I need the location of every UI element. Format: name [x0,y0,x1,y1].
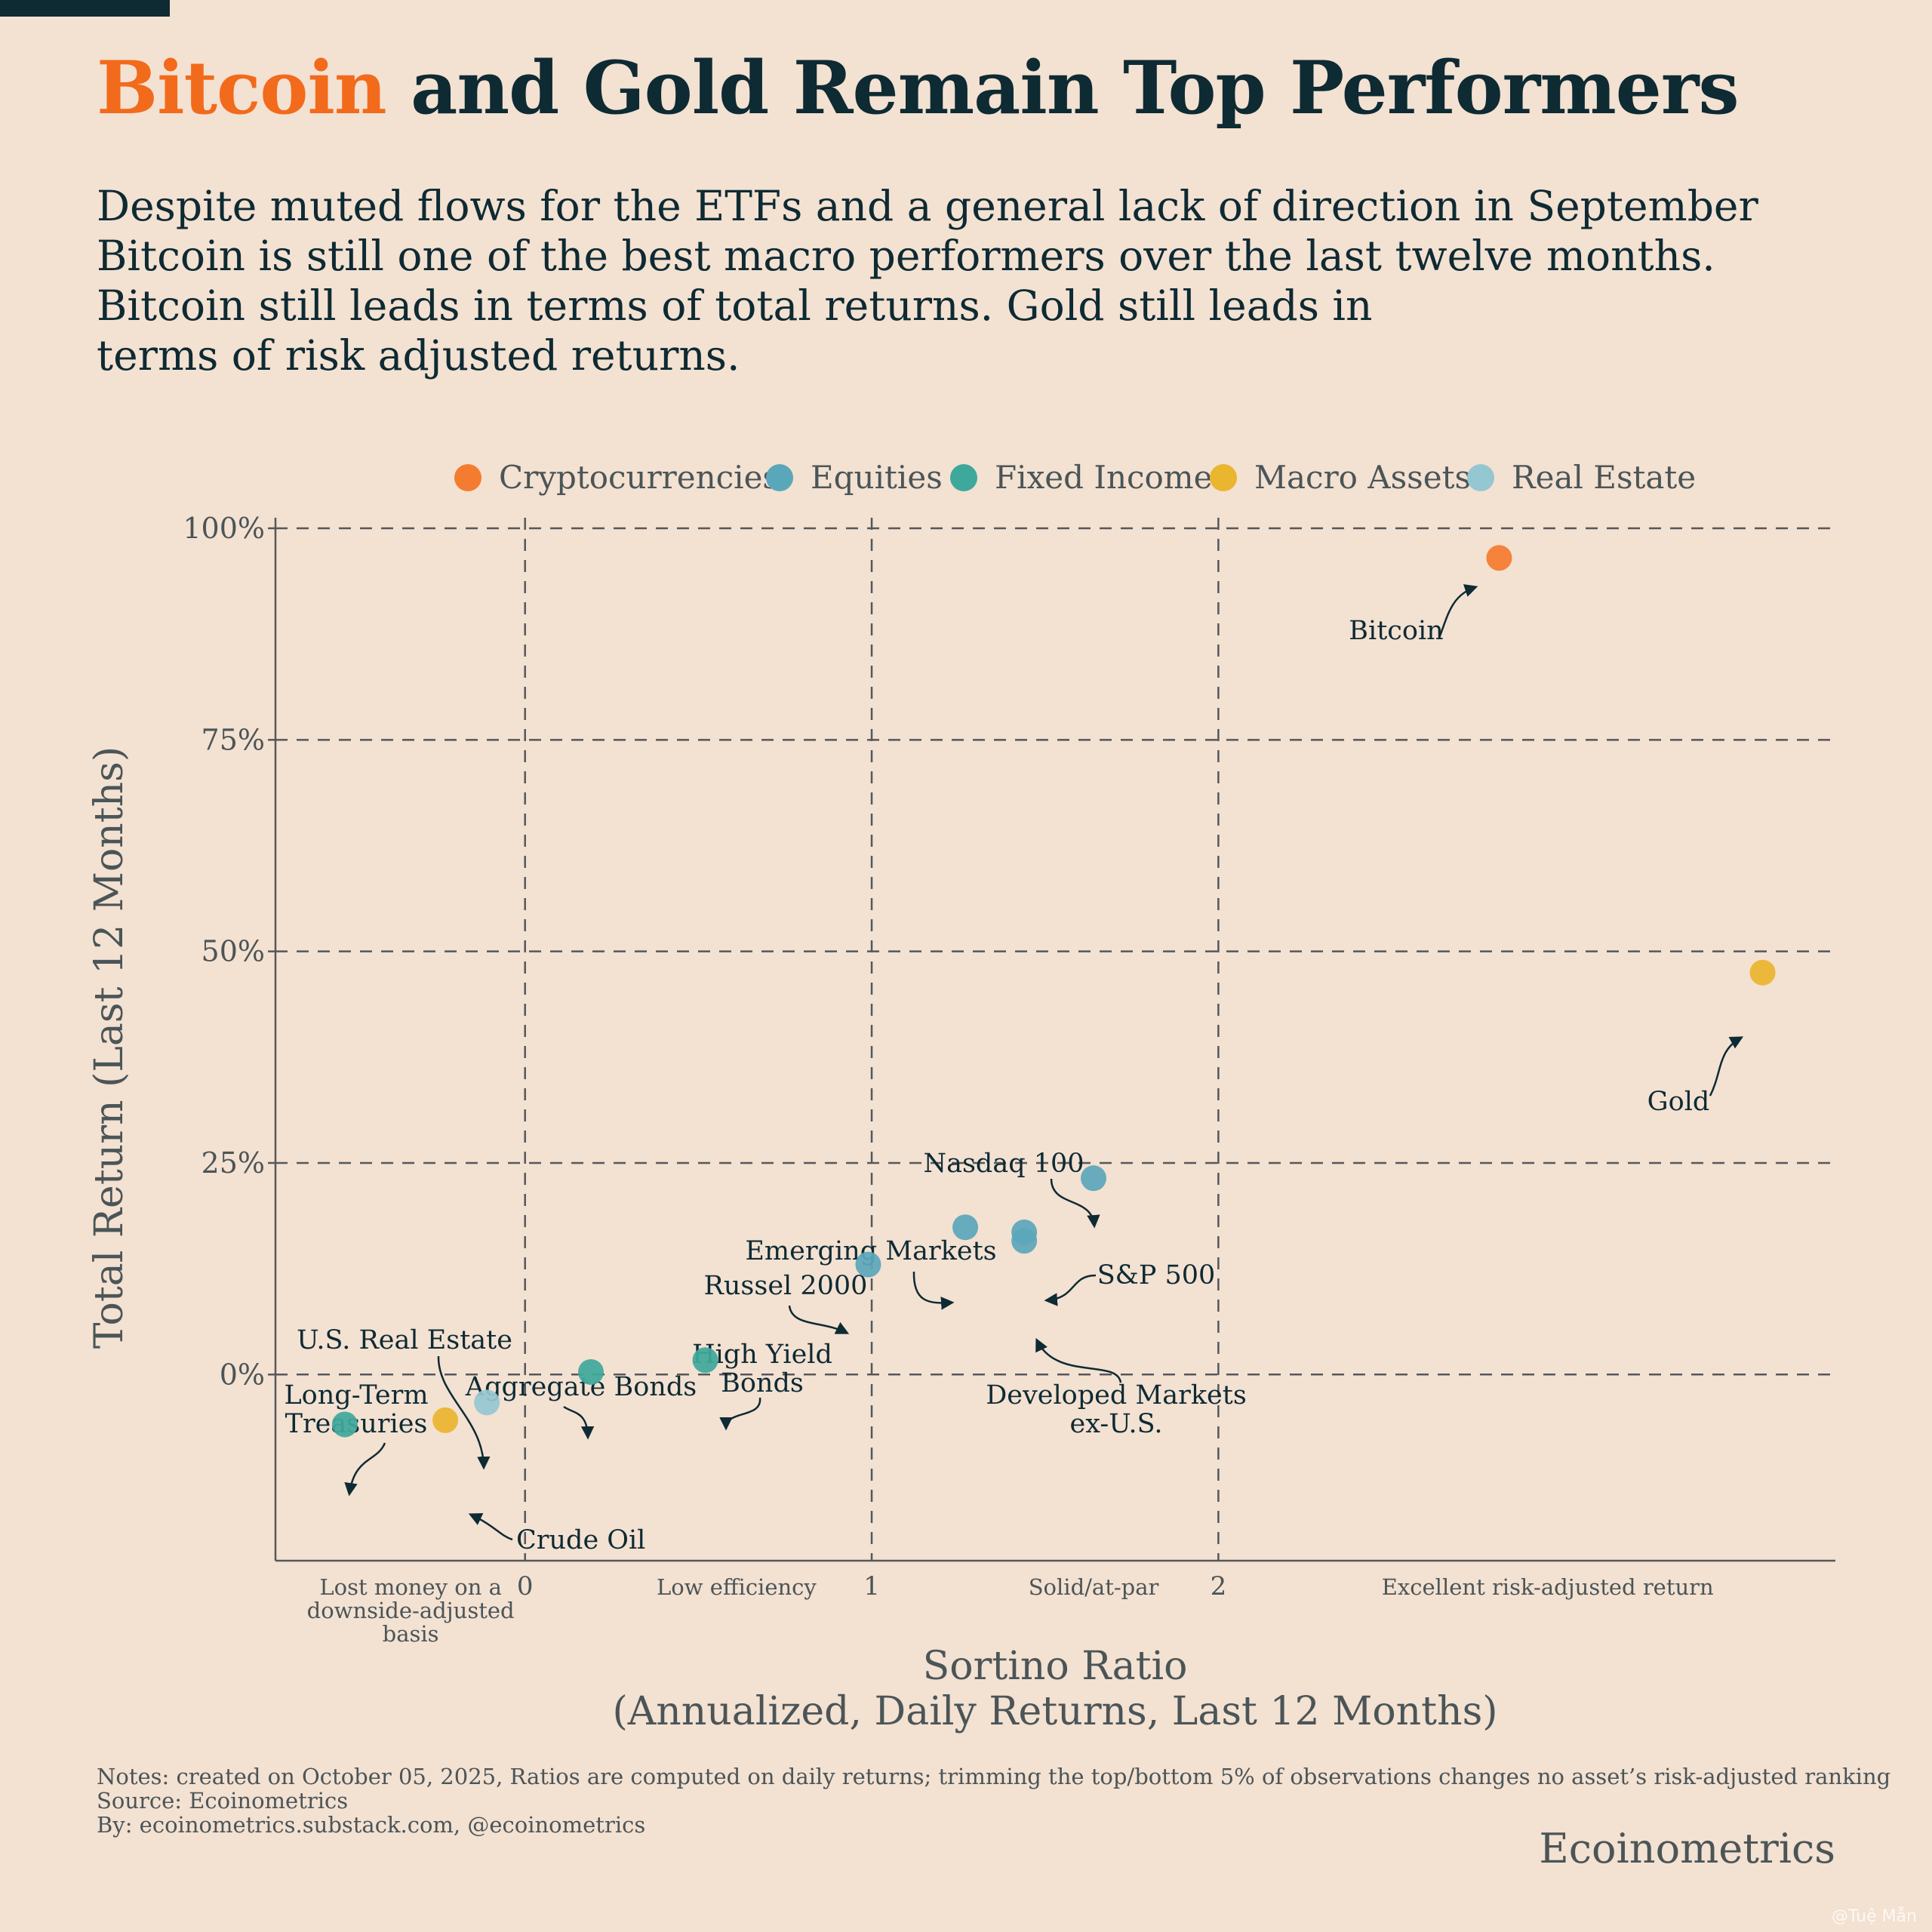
legend-label: Fixed Income [995,459,1212,496]
x-tick-label: 2 [1211,1571,1227,1601]
region-label: Low efficiency [657,1574,817,1600]
annotation-arrow [912,1271,955,1310]
annotation-arrow [1050,1178,1100,1229]
legend-marker [454,464,481,491]
point-developed-markets-ex-u-s [1011,1228,1038,1254]
annotation-arrow [437,1355,491,1470]
legend-marker [766,464,793,491]
point-gold [1749,959,1776,986]
notes-line: Notes: created on October 05, 2025, Rati… [97,1764,1891,1789]
region-label: Lost money on a downside-adjusted basis [307,1574,515,1647]
region-label: Solid/at-par [1029,1574,1159,1600]
annotation-label: Crude Oil [516,1525,645,1555]
y-tick-label: 75% [202,723,265,756]
point-nasdaq-100 [1081,1165,1107,1192]
footer-notes: Notes: created on October 05, 2025, Rati… [97,1764,1890,1837]
subtitle-line: Bitcoin is still one of the best macro p… [97,232,1715,280]
legend-item-cryptocurrencies: Cryptocurrencies [454,459,779,496]
y-tick-label: 25% [202,1146,265,1180]
y-tick-label: 50% [202,935,265,968]
annotation-gold: Gold [1647,1036,1744,1117]
grid-lines [275,518,1835,1561]
region-label: Excellent risk-adjusted return [1382,1574,1714,1600]
annotation-label: Bitcoin [1349,616,1443,646]
annotation-arrow [1035,1337,1122,1383]
annotation-arrow [1709,1036,1744,1097]
legend-label: Macro Assets [1254,459,1471,496]
page-title: Bitcoin and Gold Remain Top Performers [97,45,1739,131]
annotation-label: Russel 2000 [704,1271,868,1301]
x-tick-label: 1 [863,1571,880,1601]
annotation-label: Gold [1647,1087,1710,1117]
annotation-arrow [1044,1274,1097,1306]
annotation-label: U.S. Real Estate [297,1325,512,1355]
byline: By: ecoinometrics.substack.com, @ecoinom… [97,1812,646,1838]
annotation-arrow [719,1397,761,1431]
point-high-yield-bonds [692,1347,718,1374]
legend-label: Equities [811,459,943,496]
subtitle: Despite muted flows for the ETFs and a g… [97,181,1832,380]
point-russel-2000 [855,1251,881,1278]
annotation-arrow [563,1405,595,1440]
legend-marker [1467,464,1494,491]
brand-logo-text: Ecoinometrics [1539,1825,1835,1872]
annotation-label: Developed Markets ex-U.S. [986,1380,1247,1439]
subtitle-line: terms of risk adjusted returns. [97,331,740,380]
source-line: Source: Ecoinometrics [97,1788,349,1814]
y-tick-label: 0% [220,1358,265,1391]
y-tick-label: 100% [183,512,265,545]
point-crude-oil [432,1407,459,1433]
y-axis-title: Total Return (Last 12 Months) [87,746,132,1349]
watermark: @Tuệ Mẫn [1832,1907,1917,1926]
x-axis-title: Sortino Ratio (Annualized, Daily Returns,… [612,1644,1497,1734]
annotation-crude-oil: Crude Oil [468,1513,645,1555]
point-emerging-markets [952,1214,979,1241]
legend-item-fixed-income: Fixed Income [950,459,1212,496]
title-highlight: Bitcoin [97,45,387,131]
annotation-u-s-real-estate: U.S. Real Estate [297,1325,512,1470]
legend-item-equities: Equities [766,459,943,496]
legend: Cryptocurrencies Equities Fixed Income Macr… [454,459,1696,496]
annotation-s-p-500: S&P 500 [1044,1260,1216,1306]
annotation-nasdaq-100: Nasdaq 100 [923,1149,1100,1229]
legend-label: Real Estate [1512,459,1696,496]
title-rest: and Gold Remain Top Performers [386,45,1739,131]
annotation-label: S&P 500 [1097,1260,1216,1291]
annotation-russel-2000: Russel 2000 [704,1271,868,1334]
top-accent-bar [0,0,170,17]
annotation-arrow [468,1513,513,1541]
scatter-chart: Cryptocurrencies Equities Fixed Income Macr… [87,459,1835,1734]
subtitle-line: Bitcoin still leads in terms of total re… [97,281,1373,330]
annotation-arrow [1438,584,1478,638]
legend-item-macro-assets: Macro Assets [1210,459,1471,496]
point-bitcoin [1486,545,1512,571]
annotations: Bitcoin Gold Nasdaq 100 S&P 500 Developed Ma… [284,584,1744,1555]
data-points [331,545,1776,1438]
legend-marker [1210,464,1237,491]
annotation-bitcoin: Bitcoin [1349,584,1478,646]
subtitle-line: Despite muted flows for the ETFs and a g… [97,182,1758,230]
x-tick-label: 0 [517,1571,534,1601]
annotation-label: Nasdaq 100 [923,1149,1084,1179]
annotation-long-term-treasuries: Long-TermTreasuries [284,1380,429,1497]
legend-label: Cryptocurrencies [499,459,779,496]
point-long-term-treasuries [331,1411,358,1438]
axes: 0% 25% 50% 75% 100% 0 1 2 Lost money on a downsid… [87,512,1835,1734]
annotation-developed-markets-ex-u-s: Developed Markets ex-U.S. [986,1337,1247,1439]
point-aggregate-bonds [577,1358,604,1385]
legend-item-real-estate: Real Estate [1467,459,1696,496]
legend-marker [950,464,977,491]
annotation-label: Long-TermTreasuries [284,1380,428,1439]
point-u-s-real-estate [474,1389,500,1416]
annotation-arrow [344,1442,386,1497]
annotation-arrow [788,1305,850,1334]
